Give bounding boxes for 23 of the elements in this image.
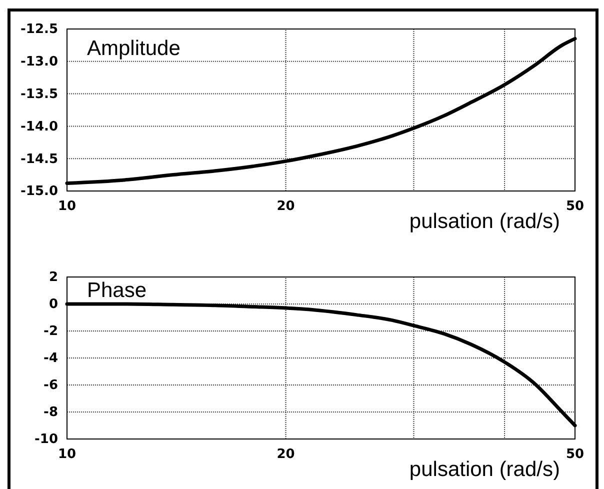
y-tick-label: -6 xyxy=(44,378,58,394)
y-tick-label: -14.0 xyxy=(20,119,58,134)
y-tick-label: -14.5 xyxy=(20,152,58,167)
x-tick-label: 10 xyxy=(58,199,76,214)
y-tick-label: -2 xyxy=(44,324,58,340)
x-tick-label: 50 xyxy=(566,199,584,214)
y-tick-label: -8 xyxy=(44,405,58,420)
y-tick-label: 2 xyxy=(48,270,58,286)
y-tick-label: -13.0 xyxy=(20,54,58,70)
x-axis-title: pulsation (rad/s) xyxy=(409,458,560,481)
y-tick-label: -15.0 xyxy=(20,184,58,200)
x-axis-title: pulsation (rad/s) xyxy=(409,210,560,233)
chart-title: Phase xyxy=(87,279,147,302)
x-tick-label: 10 xyxy=(58,447,76,462)
x-tick-label: 50 xyxy=(566,447,584,462)
y-tick-label: -12.5 xyxy=(20,22,58,38)
chart-title: Amplitude xyxy=(87,37,180,60)
x-tick-label: 20 xyxy=(276,447,295,462)
x-tick-label: 20 xyxy=(276,199,295,214)
y-tick-label: -10 xyxy=(34,432,58,448)
y-tick-label: -4 xyxy=(44,351,58,366)
y-tick-label: -13.5 xyxy=(20,86,58,102)
y-tick-label: 0 xyxy=(48,297,58,312)
